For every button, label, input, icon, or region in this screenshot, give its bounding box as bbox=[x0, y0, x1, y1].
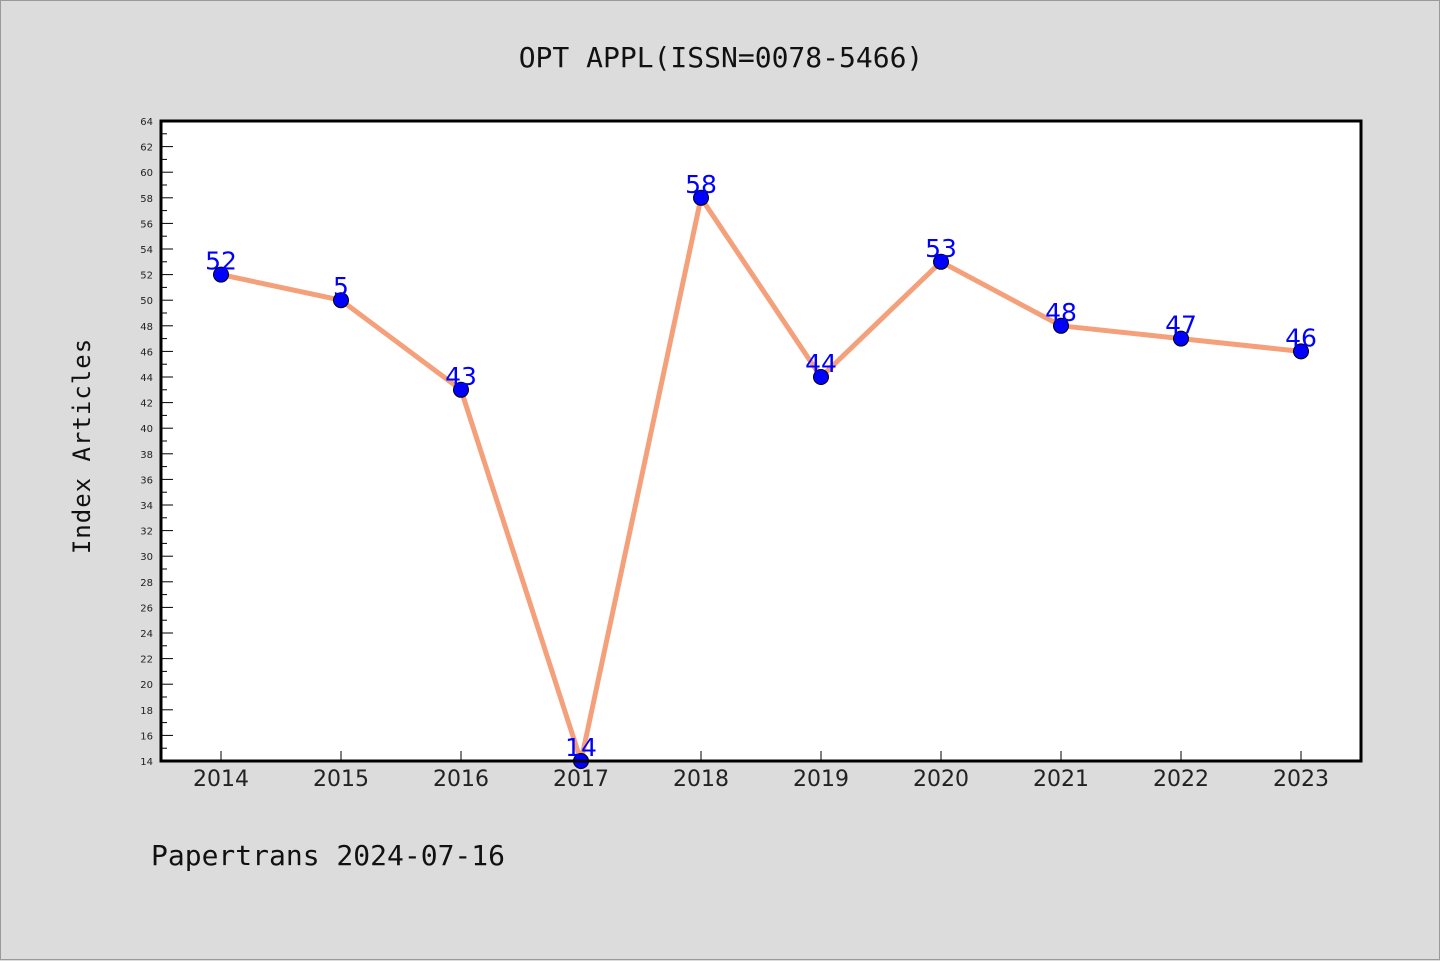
y-tick-label: 32 bbox=[140, 527, 153, 538]
y-tick-label: 22 bbox=[140, 655, 153, 666]
x-tick-label: 2021 bbox=[1033, 767, 1089, 792]
y-tick-label: 24 bbox=[140, 629, 153, 640]
x-tick-label: 2019 bbox=[793, 767, 849, 792]
data-point bbox=[1293, 343, 1309, 360]
y-tick-label: 48 bbox=[140, 322, 153, 333]
x-tick-label: 2018 bbox=[673, 767, 729, 792]
x-tick-label: 2014 bbox=[193, 767, 249, 792]
data-point bbox=[813, 369, 829, 385]
data-point bbox=[453, 381, 469, 398]
data-label: 47 bbox=[1165, 311, 1197, 340]
y-tick-label: 42 bbox=[140, 399, 153, 410]
series-line bbox=[218, 195, 1304, 764]
y-tick-label: 38 bbox=[140, 450, 153, 461]
y-tick-label: 50 bbox=[140, 296, 153, 307]
data-point bbox=[933, 253, 949, 270]
data-label: 48 bbox=[1045, 298, 1077, 327]
x-tick-label: 2020 bbox=[913, 767, 969, 792]
series-layer: 52 5 43 14 58 44 53 48 47 46 bbox=[205, 170, 1317, 769]
chart-title: OPT APPL(ISSN=0078-5466) bbox=[519, 41, 924, 74]
data-label: 53 bbox=[925, 234, 957, 263]
footer-text: Papertrans 2024-07-16 bbox=[151, 839, 505, 872]
data-point bbox=[333, 292, 349, 309]
y-tick-label: 54 bbox=[140, 245, 153, 256]
data-label: 44 bbox=[805, 349, 837, 378]
y-tick-label: 34 bbox=[140, 501, 153, 512]
y-tick-label: 20 bbox=[140, 680, 153, 691]
data-label: 58 bbox=[685, 170, 717, 199]
y-tick-label: 28 bbox=[140, 578, 153, 589]
y-tick-label: 14 bbox=[140, 757, 153, 768]
y-tick-label: 58 bbox=[140, 194, 153, 205]
y-tick-label: 64 bbox=[140, 117, 153, 128]
y-tick-label: 56 bbox=[140, 219, 153, 230]
y-axis-label: Index Articles bbox=[68, 338, 96, 554]
data-point bbox=[213, 266, 229, 283]
data-label: 52 bbox=[205, 247, 237, 276]
x-tick-label: 2016 bbox=[433, 767, 489, 792]
y-tick-label: 60 bbox=[140, 168, 153, 179]
y-tick-label: 30 bbox=[140, 552, 153, 563]
x-axis-ticks: 2014 2015 2016 2017 2018 2019 2020 2021 2022 2023 bbox=[193, 751, 1329, 792]
data-point bbox=[693, 189, 709, 206]
x-tick-label: 2023 bbox=[1273, 767, 1329, 792]
x-tick-label: 2022 bbox=[1153, 767, 1209, 792]
plot-area bbox=[161, 121, 1361, 761]
x-tick-label: 2017 bbox=[553, 767, 609, 792]
y-tick-label: 62 bbox=[140, 143, 153, 154]
y-axis-ticks: 14 16 18 20 22 24 26 28 30 32 34 36 38 40 42 44 46 48 50 52… bbox=[140, 117, 173, 768]
data-label: 14 bbox=[565, 733, 597, 762]
data-label: 5 bbox=[333, 272, 349, 301]
y-tick-label: 44 bbox=[140, 373, 153, 384]
y-tick-label: 16 bbox=[140, 731, 153, 742]
y-tick-label: 52 bbox=[140, 271, 153, 282]
y-tick-label: 36 bbox=[140, 475, 153, 486]
plot-frame bbox=[159, 119, 1363, 763]
y-tick-label: 46 bbox=[140, 347, 153, 358]
data-label: 46 bbox=[1285, 323, 1317, 352]
x-tick-label: 2015 bbox=[313, 767, 369, 792]
y-tick-label: 26 bbox=[140, 603, 153, 614]
data-point bbox=[1053, 317, 1069, 334]
y-tick-label: 18 bbox=[140, 706, 153, 717]
y-tick-label: 40 bbox=[140, 424, 153, 435]
data-label: 43 bbox=[445, 362, 477, 391]
data-point bbox=[1173, 330, 1189, 347]
